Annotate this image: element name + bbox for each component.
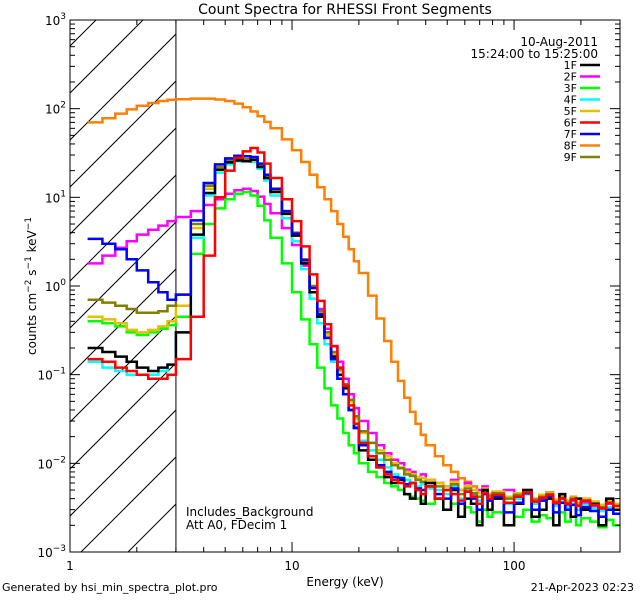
hatched-region xyxy=(0,0,640,552)
series-line-3F xyxy=(87,190,620,529)
x-axis-label: Energy (keV) xyxy=(306,575,383,589)
legend-label-4F: 4F xyxy=(564,94,577,107)
hatch-line xyxy=(70,409,176,517)
hatch-line xyxy=(70,174,176,282)
legend-label-9F: 9F xyxy=(564,151,577,164)
x-tick-label: 10 xyxy=(284,559,299,573)
chart-title: Count Spectra for RHESSI Front Segments xyxy=(198,2,492,18)
hatch-line xyxy=(70,221,176,329)
legend-label-6F: 6F xyxy=(564,117,577,130)
footer-timestamp: 21-Apr-2023 02:23 xyxy=(530,581,634,594)
annotation-background: Includes_Background xyxy=(186,505,314,519)
hatch-line xyxy=(70,362,176,470)
x-tick-label: 100 xyxy=(503,559,526,573)
series-line-2F xyxy=(87,187,620,511)
y-tick-label: 10−2 xyxy=(37,455,66,471)
x-tick-label: 1 xyxy=(66,559,74,573)
hatch-line xyxy=(70,33,176,141)
series-line-1F xyxy=(87,158,620,527)
y-axis-label: counts cm−2 s−1 keV−1 xyxy=(24,217,39,355)
hatch-line xyxy=(80,456,176,552)
y-tick-label: 102 xyxy=(45,101,66,117)
series-line-9F xyxy=(87,157,620,509)
series-line-6F xyxy=(87,146,620,510)
y-tick-label: 100 xyxy=(45,278,66,294)
y-tick-label: 10−3 xyxy=(37,544,66,560)
annotation-time-range: 15:24:00 to 15:25:00 xyxy=(471,47,598,61)
series-line-7F xyxy=(87,154,620,518)
series-group xyxy=(87,97,620,529)
hatch-line xyxy=(0,0,117,552)
y-tick-labels: 10−3 10−2 10−1 100 101 102 103 xyxy=(37,12,66,560)
legend-label-2F: 2F xyxy=(564,71,577,84)
axis-ticks xyxy=(69,19,621,553)
hatch-line xyxy=(70,20,144,94)
annotation-date: 10-Aug-2011 xyxy=(520,35,598,49)
plot-frame xyxy=(69,19,621,553)
footer-generated-by: Generated by hsi_min_spectra_plot.pro xyxy=(2,581,218,594)
legend-label-3F: 3F xyxy=(564,82,577,95)
annotation-attenuator: Att A0, FDecim 1 xyxy=(186,518,287,532)
hatch-line xyxy=(70,268,176,376)
legend-label-1F: 1F xyxy=(564,59,577,72)
x-tick-labels: 1 10 100 xyxy=(66,559,525,573)
legend-label-7F: 7F xyxy=(564,128,577,141)
series-line-4F xyxy=(87,159,620,513)
y-tick-label: 10−1 xyxy=(37,367,66,383)
legend-label-5F: 5F xyxy=(564,105,577,118)
y-tick-label: 103 xyxy=(45,12,66,28)
y-tick-label: 101 xyxy=(45,189,66,205)
hatch-line xyxy=(222,0,640,552)
hatch-line xyxy=(70,315,176,423)
legend-label-8F: 8F xyxy=(564,140,577,153)
hatch-line xyxy=(269,0,640,552)
